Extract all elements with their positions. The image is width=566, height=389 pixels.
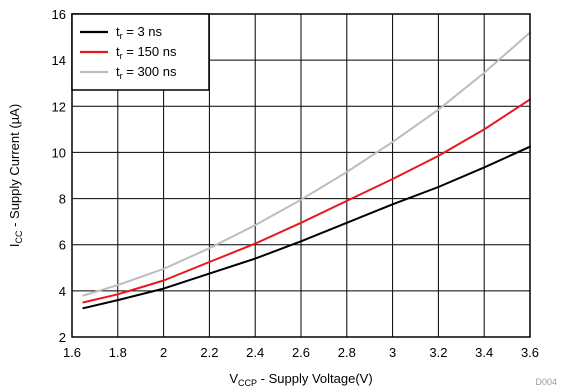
x-tick-label: 3.6 [521, 345, 539, 360]
y-tick-label: 10 [52, 145, 66, 160]
series-line-300-ns [82, 31, 531, 297]
series-layer [82, 31, 531, 310]
x-tick-label: 3.2 [429, 345, 447, 360]
y-tick-label: 12 [52, 99, 66, 114]
x-tick-label: 2.6 [292, 345, 310, 360]
y-axis-label: ICC - Supply Current (µA) [7, 104, 24, 247]
x-tick-label: 2 [160, 345, 167, 360]
y-tick-label: 14 [52, 53, 66, 68]
legend-label-150-ns: tr = 150 ns [116, 44, 177, 61]
y-axis-label-sub: CC [14, 230, 24, 243]
x-axis-label: VCCP - Supply Voltage(V) [229, 371, 372, 388]
x-tick-label: 1.8 [109, 345, 127, 360]
x-axis-label-sub: CCP [238, 378, 257, 388]
x-axis-label-main: V [229, 371, 238, 386]
x-tick-label: 3 [389, 345, 396, 360]
y-tick-label: 16 [52, 7, 66, 22]
x-tick-label: 2.8 [338, 345, 356, 360]
plot-frame [71, 13, 531, 338]
legend: tr = 3 ns tr = 150 ns tr = 300 ns [71, 13, 210, 91]
y-tick-labels: 2 4 6 8 10 12 14 16 [52, 7, 66, 345]
y-tick-label: 8 [59, 192, 66, 207]
legend-items: tr = 3 ns tr = 150 ns tr = 300 ns [80, 24, 177, 81]
x-tick-label: 1.6 [63, 345, 81, 360]
y-axis-label-main: I [7, 244, 22, 248]
x-axis-label-rest: - Supply Voltage(V) [257, 371, 373, 386]
x-tick-label: 3.4 [475, 345, 493, 360]
legend-label-3-ns: tr = 3 ns [116, 24, 163, 41]
y-tick-label: 2 [59, 330, 66, 345]
y-tick-label: 6 [59, 238, 66, 253]
legend-label-300-ns: tr = 300 ns [116, 64, 177, 81]
series-line-150-ns [82, 98, 531, 304]
series-line-3-ns [82, 145, 531, 310]
footnote: D004 [535, 377, 557, 387]
y-axis-label-rest: - Supply Current (µA) [7, 104, 22, 231]
x-tick-labels: 1.6 1.8 2 2.2 2.4 2.6 2.8 3 3.2 3.4 3.6 [63, 345, 539, 360]
x-tick-label: 2.4 [246, 345, 264, 360]
x-tick-label: 2.2 [200, 345, 218, 360]
y-tick-label: 4 [59, 284, 66, 299]
